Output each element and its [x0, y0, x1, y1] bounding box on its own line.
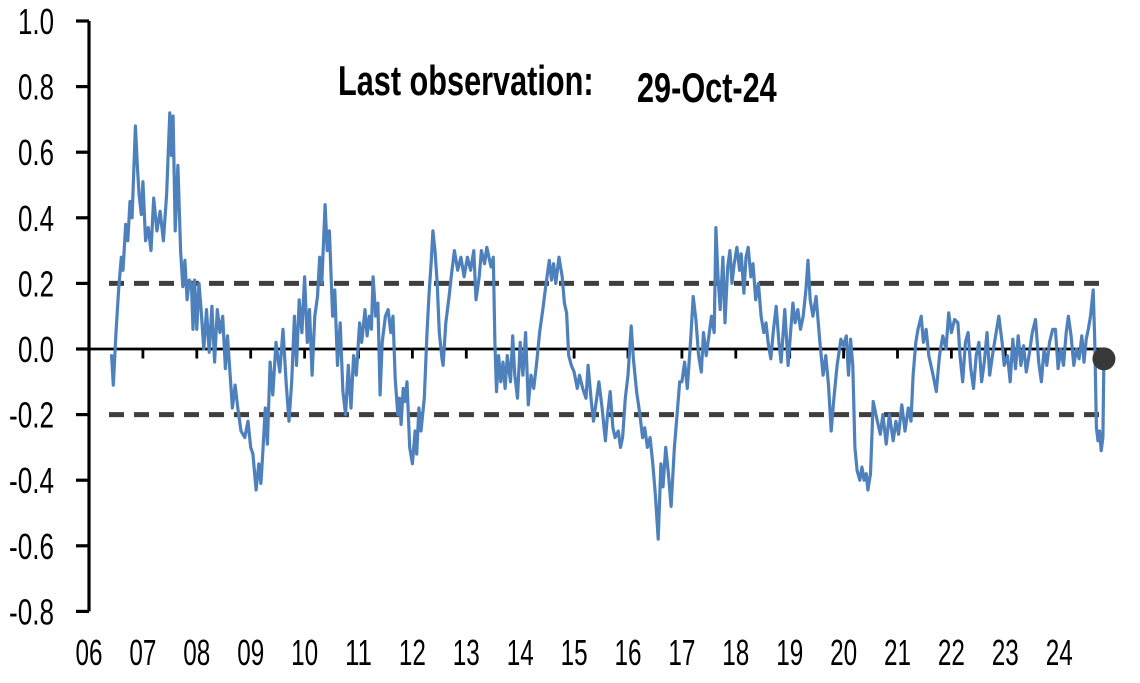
last-observation-dot — [1092, 347, 1116, 371]
series-line — [110, 111, 1106, 541]
x-tick-label: 08 — [183, 632, 210, 673]
x-tick-label: 19 — [776, 632, 803, 673]
x-tick-label: 15 — [561, 632, 588, 673]
last-observation-label: Last observation: — [338, 57, 594, 104]
y-tick-label: 0.0 — [18, 329, 54, 370]
y-tick-label: -0.6 — [9, 526, 54, 567]
x-tick-label: 14 — [507, 632, 534, 673]
x-tick-label: 21 — [884, 632, 911, 673]
x-tick-label: 23 — [992, 632, 1019, 673]
y-tick-label: -0.8 — [9, 591, 54, 632]
x-tick-label: 24 — [1046, 632, 1073, 673]
x-tick-label: 07 — [129, 632, 156, 673]
y-tick-label: 0.2 — [18, 263, 54, 304]
x-tick-label: 12 — [399, 632, 426, 673]
y-tick-label: 0.8 — [18, 67, 54, 108]
x-tick-label: 09 — [237, 632, 264, 673]
x-tick-label: 22 — [938, 632, 965, 673]
x-tick-label: 10 — [291, 632, 318, 673]
last-observation-value: 29-Oct-24 — [637, 64, 777, 111]
y-tick-label: 1.0 — [18, 1, 54, 42]
x-tick-label: 18 — [722, 632, 749, 673]
y-tick-label: 0.6 — [18, 132, 54, 173]
x-tick-label: 20 — [830, 632, 857, 673]
x-tick-label: 17 — [668, 632, 695, 673]
x-tick-label: 13 — [453, 632, 480, 673]
y-tick-label: -0.2 — [9, 395, 54, 436]
x-tick-label: 16 — [615, 632, 642, 673]
x-tick-label: 11 — [345, 632, 372, 673]
y-tick-label: 0.4 — [18, 198, 54, 239]
y-tick-label: -0.4 — [9, 460, 54, 501]
x-tick-label: 06 — [76, 632, 103, 673]
